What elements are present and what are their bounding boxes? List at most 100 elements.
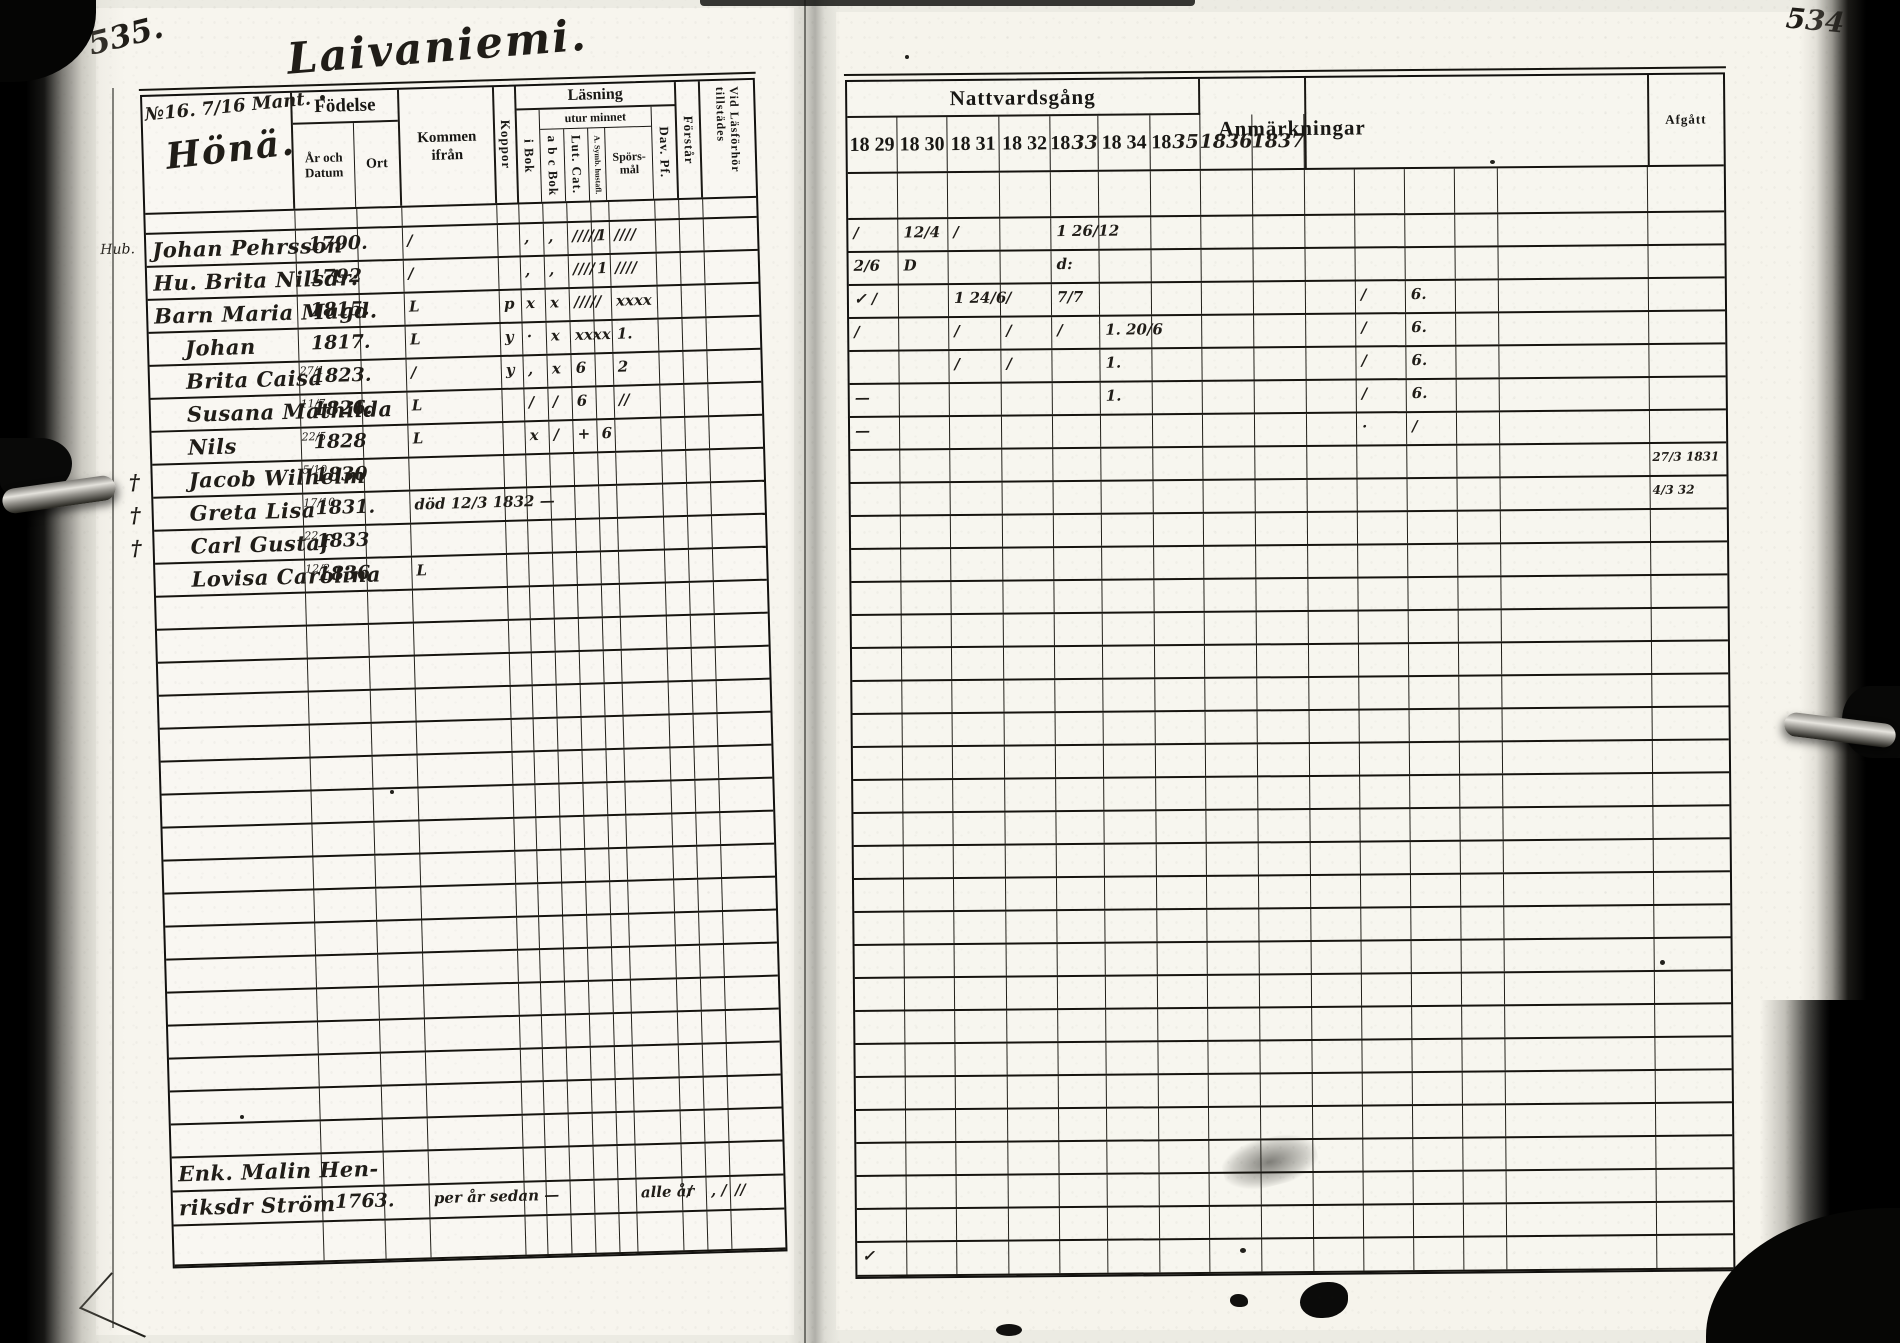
- mark-cell: [531, 652, 557, 685]
- anmarkning-cell: [1505, 1103, 1657, 1137]
- communion-cell: [1106, 1042, 1159, 1074]
- communion-cell: [956, 1208, 1010, 1241]
- communion-cell: [1007, 1109, 1060, 1141]
- communion-cell: [905, 1110, 957, 1142]
- speck: [905, 55, 909, 59]
- communion-cell: [1155, 744, 1207, 777]
- communion-cell: [1151, 249, 1202, 282]
- anmarkning-cell: [1505, 1037, 1656, 1071]
- handwritten-mark: 2/6: [853, 256, 881, 275]
- mark-cell: [674, 879, 699, 912]
- afgatt-cell: [1657, 1169, 1732, 1201]
- communion-cell: [950, 482, 1003, 515]
- afgatt-cell: [1653, 740, 1728, 772]
- communion-cell: [1102, 547, 1155, 579]
- afgatt-cell: [1653, 773, 1728, 805]
- afgatt-cell: [1653, 806, 1728, 838]
- mark-cell: /: [524, 388, 550, 421]
- communion-cell: [1309, 743, 1361, 775]
- mark-cell: /: [682, 1177, 708, 1211]
- mark-cell: [613, 1013, 633, 1046]
- mark-cell: [424, 1016, 521, 1051]
- mark-cell: [712, 515, 765, 547]
- communion-cell: [1057, 910, 1106, 943]
- communion-cell: [1253, 248, 1306, 281]
- communion-cell: [1259, 974, 1313, 1007]
- speck: [390, 790, 394, 794]
- birthdate-cell: [309, 723, 373, 757]
- mark-cell: [711, 482, 764, 514]
- name-cell: Barn Maria Magd.: [147, 296, 378, 332]
- mark-cell: [593, 1146, 619, 1179]
- nattvardsgang-label: Nattvardsgång: [847, 78, 1201, 118]
- mark-cell: [580, 684, 606, 716]
- mark-cell: [623, 715, 671, 748]
- mark-cell: [668, 681, 694, 714]
- mark-cell: L: [404, 291, 501, 325]
- communion-cell: [1150, 170, 1202, 216]
- communion-cell: [1459, 742, 1504, 774]
- mark-cell: [574, 453, 600, 486]
- communion-cell: [1313, 1139, 1364, 1171]
- handwritten-mark: x: [549, 293, 560, 312]
- communion-cell: [1306, 413, 1358, 445]
- name-cell: Nils: [151, 428, 303, 464]
- communion-cell: [1364, 1238, 1415, 1271]
- afgatt-cell: 27/3 1831: [1650, 443, 1725, 475]
- anmarkning-cell: [1504, 905, 1655, 939]
- year-printed-part: 18 31: [950, 132, 996, 155]
- communion-cell: [1462, 1006, 1506, 1038]
- name-cell: Brita Caisa: [149, 362, 323, 398]
- communion-cell: [1254, 314, 1307, 347]
- communion-cell: [1312, 1007, 1363, 1039]
- mark-cell: [599, 485, 618, 518]
- communion-cell: [1412, 1105, 1464, 1138]
- communion-cell: [1052, 382, 1101, 415]
- handwritten-mark: 12/4: [903, 223, 941, 242]
- mark-cell: [706, 317, 759, 349]
- communion-cell: [1460, 841, 1504, 873]
- birthdate-cell: 17/10 1831.: [303, 492, 375, 526]
- communion-cell: 7/7: [1051, 283, 1101, 316]
- mark-cell: ////: [610, 253, 658, 286]
- mark-cell: [546, 1181, 572, 1215]
- mark-cell: [537, 850, 563, 883]
- communion-cell: [1411, 973, 1463, 1006]
- handwritten-mark: xxxx: [615, 290, 652, 310]
- birthdate-cell: 11/7 1826.: [300, 393, 373, 427]
- communion-cell: [1099, 283, 1153, 315]
- name-cell: [167, 989, 318, 1025]
- communion-cell: [1006, 944, 1058, 976]
- communion-cell: [853, 780, 904, 812]
- communion-cell: [953, 845, 1006, 878]
- communion-cell: [1154, 546, 1205, 579]
- handwritten-mark: x: [525, 294, 536, 313]
- mark-cell: ,: [544, 256, 570, 288]
- mark-cell: [624, 748, 672, 781]
- mark-cell: [681, 1143, 707, 1177]
- mark-cell: [584, 816, 610, 848]
- communion-cell: [1204, 612, 1257, 644]
- afgatt-cell: [1651, 575, 1726, 607]
- communion-cell: [1101, 514, 1155, 546]
- communion-cell: [1310, 875, 1362, 907]
- anmarkning-cell: [1499, 311, 1650, 345]
- mark-cell: [687, 516, 713, 548]
- birthdate-cell: 1817.: [298, 327, 371, 361]
- name-cell: [168, 1055, 320, 1091]
- handwritten-mark: 27/3 1831: [1652, 449, 1720, 464]
- afgatt-cell: [1657, 1235, 1732, 1268]
- communion-cell: [1311, 941, 1362, 973]
- person-name: Greta Lisa: [189, 497, 317, 526]
- anmarkning-cell: [1500, 443, 1651, 477]
- communion-cell: [1312, 1073, 1363, 1105]
- year-printed-part: 18 30: [899, 132, 945, 156]
- afgatt-cell: [1650, 377, 1725, 409]
- communion-cell: [1154, 612, 1205, 645]
- name-cell: [162, 824, 314, 860]
- communion-cell: [1156, 810, 1207, 843]
- mark-cell: /: [402, 225, 499, 259]
- communion-cell: [1306, 380, 1357, 412]
- mark-cell: [566, 1047, 592, 1080]
- communion-cell: [1355, 248, 1406, 280]
